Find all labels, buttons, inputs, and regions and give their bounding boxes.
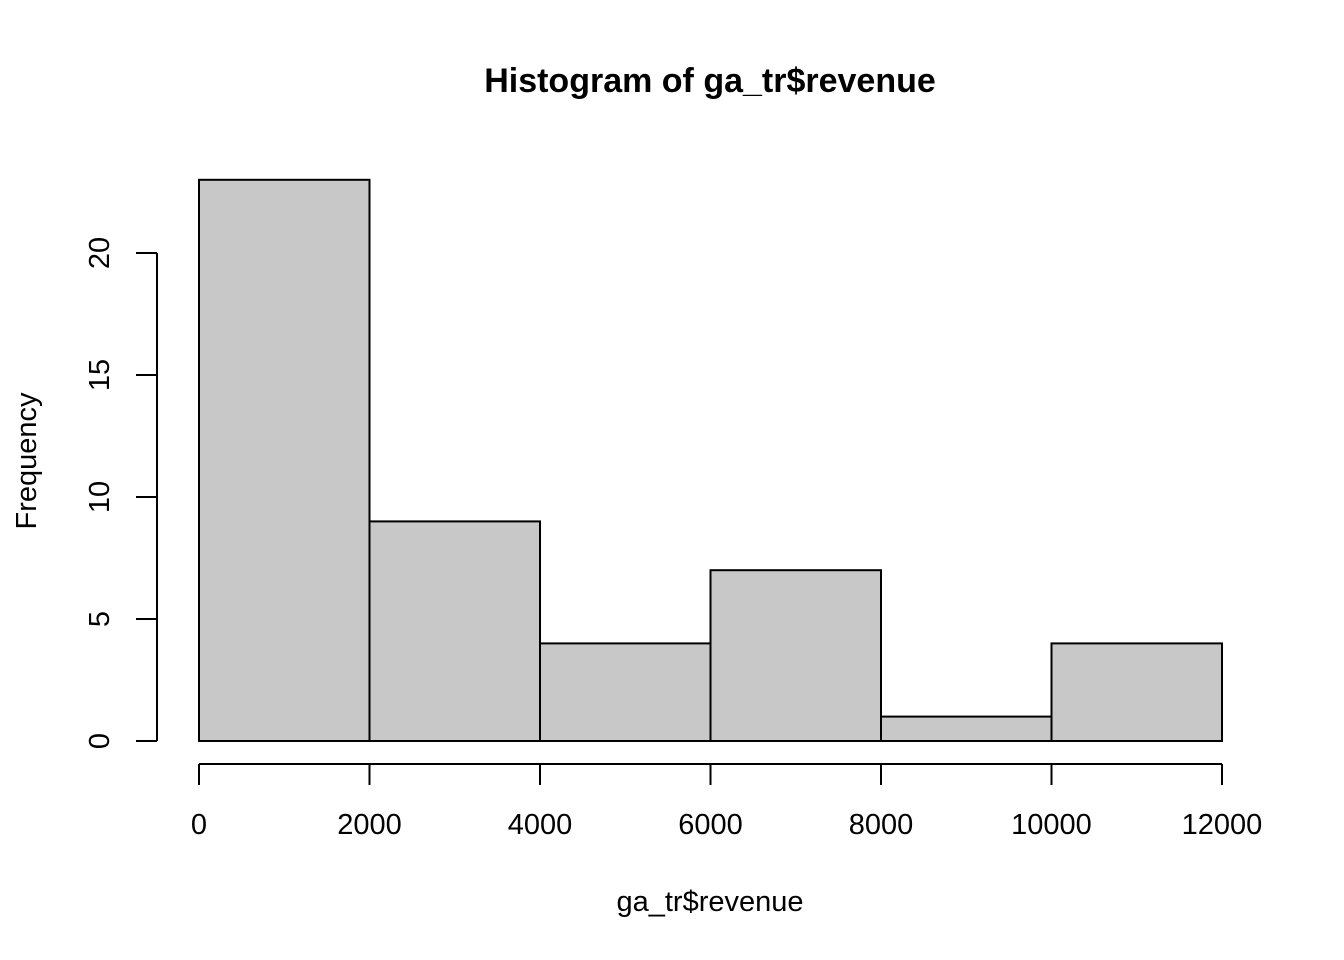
y-tick-label-4: 20	[84, 237, 116, 269]
histogram-bar-1	[368, 520, 541, 743]
x-tick-label-3: 6000	[678, 809, 743, 841]
chart-title: Histogram of ga_tr$revenue	[484, 62, 936, 100]
x-tick-label-0: 0	[191, 809, 207, 841]
x-axis: 0 2000 4000 6000 8000 10000 12000	[191, 763, 1263, 841]
x-tick-label-2: 4000	[508, 809, 573, 841]
y-tick-label-0: 0	[84, 733, 116, 749]
y-tick-label-2: 10	[84, 481, 116, 513]
x-tick-label-5: 10000	[1011, 809, 1092, 841]
histogram-bar-0	[198, 178, 371, 743]
histogram-bar-4	[880, 715, 1053, 742]
y-axis-label: Frequency	[11, 392, 43, 530]
histogram-bar-2	[539, 642, 712, 743]
y-tick-label-1: 5	[84, 611, 116, 627]
y-axis: 0 5 10 15 20	[84, 237, 158, 749]
y-tick-label-3: 15	[84, 359, 116, 391]
x-axis-label: ga_tr$revenue	[616, 886, 803, 918]
x-tick-label-1: 2000	[337, 809, 402, 841]
x-tick-label-4: 8000	[849, 809, 914, 841]
histogram-bar-5	[1050, 642, 1223, 743]
histogram-bar-3	[709, 569, 882, 743]
histogram-bars	[198, 178, 1223, 743]
x-tick-label-6: 12000	[1182, 809, 1263, 841]
